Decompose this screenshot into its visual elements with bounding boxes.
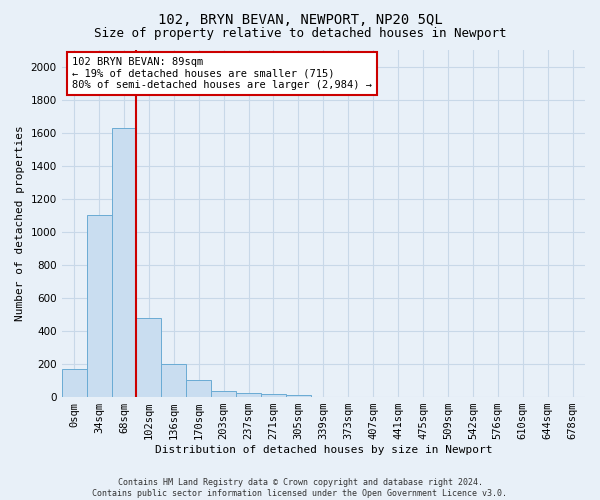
Bar [186, 380, 211, 397]
Text: 102 BRYN BEVAN: 89sqm
← 19% of detached houses are smaller (715)
80% of semi-det: 102 BRYN BEVAN: 89sqm ← 19% of detached … [72, 57, 372, 90]
Bar [136, 318, 161, 397]
Text: Size of property relative to detached houses in Newport: Size of property relative to detached ho… [94, 28, 506, 40]
X-axis label: Distribution of detached houses by size in Newport: Distribution of detached houses by size … [155, 445, 492, 455]
Bar [261, 394, 286, 397]
Bar [161, 364, 186, 397]
Bar [112, 128, 136, 397]
Text: 102, BRYN BEVAN, NEWPORT, NP20 5QL: 102, BRYN BEVAN, NEWPORT, NP20 5QL [158, 12, 442, 26]
Y-axis label: Number of detached properties: Number of detached properties [15, 126, 25, 322]
Bar [86, 216, 112, 397]
Bar [211, 391, 236, 397]
Text: Contains HM Land Registry data © Crown copyright and database right 2024.
Contai: Contains HM Land Registry data © Crown c… [92, 478, 508, 498]
Bar [286, 394, 311, 397]
Bar [62, 369, 86, 397]
Bar [236, 394, 261, 397]
